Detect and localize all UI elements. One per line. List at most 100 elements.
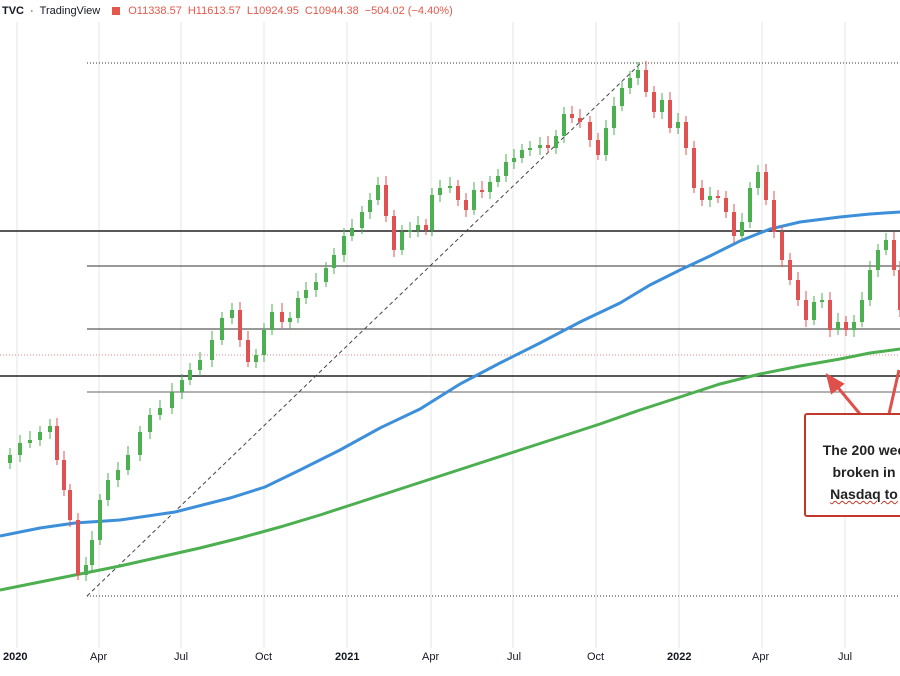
candle-down: [780, 232, 784, 260]
candle-up: [360, 212, 364, 228]
symbol-label[interactable]: TVC: [2, 5, 24, 17]
vertical-gridlines: [16, 22, 846, 648]
candle-up: [860, 300, 864, 322]
candle-up: [504, 162, 508, 176]
candles-group: [8, 61, 900, 581]
low-value: L10924.95: [246, 5, 299, 17]
candle-up: [416, 225, 420, 230]
candle-up: [98, 500, 102, 540]
x-tick-label: 2022: [667, 651, 692, 663]
flag-icon[interactable]: [112, 7, 121, 15]
x-tick-label: Jul: [174, 651, 189, 663]
candle-down: [464, 200, 468, 210]
separator: ·: [30, 5, 34, 17]
arrow-line: [887, 369, 900, 415]
candle-up: [488, 182, 492, 192]
candle-up: [612, 106, 616, 128]
candle-up: [90, 540, 94, 565]
x-tick-label: Apr: [752, 651, 770, 663]
candle-up: [528, 148, 532, 150]
candle-up: [604, 128, 608, 155]
candle-up: [254, 355, 258, 362]
candle-up: [198, 360, 202, 370]
x-tick-label: Jul: [507, 651, 522, 663]
candle-down: [578, 118, 582, 122]
candle-up: [376, 185, 380, 200]
candle-down: [546, 145, 550, 148]
candle-up: [48, 426, 52, 432]
candle-down: [68, 490, 72, 520]
candle-down: [684, 122, 688, 148]
arrow-head-icon: [825, 372, 845, 395]
candle-up: [554, 136, 558, 148]
candle-up: [430, 195, 434, 230]
candle-up: [520, 150, 524, 158]
x-tick-label: Jul: [838, 651, 853, 663]
annotation-line-2: broken in: [832, 464, 896, 480]
candle-up: [188, 370, 192, 380]
candle-up: [820, 300, 824, 302]
close-value: C10944.38: [304, 5, 359, 17]
candle-up: [270, 312, 274, 330]
candle-down: [788, 260, 792, 280]
candle-down: [844, 322, 848, 330]
candle-up: [8, 455, 12, 463]
candle-up: [314, 282, 318, 290]
candle-up: [116, 470, 120, 480]
brand-label: TradingView: [39, 5, 101, 17]
candle-up: [220, 318, 224, 340]
candle-up: [106, 480, 110, 500]
chart-header: TVC · TradingView O11338.57 H11613.57 L1…: [0, 0, 900, 22]
x-tick-label: Apr: [422, 651, 440, 663]
candle-up: [180, 380, 184, 392]
change-value: −504.02 (−4.40%): [364, 5, 453, 17]
candle-down: [668, 100, 672, 128]
candle-down: [456, 186, 460, 200]
candle-up: [138, 432, 142, 455]
candle-down: [804, 300, 808, 320]
candle-up: [210, 340, 214, 360]
candle-down: [588, 122, 592, 140]
candle-up: [628, 78, 632, 88]
candle-up: [288, 318, 292, 322]
candle-up: [84, 565, 88, 575]
candle-down: [796, 280, 800, 300]
candle-down: [392, 216, 396, 250]
candle-down: [772, 200, 776, 232]
candle-up: [660, 100, 664, 112]
candle-down: [732, 212, 736, 236]
candle-down: [384, 185, 388, 216]
candle-down: [480, 190, 484, 192]
candle-up: [126, 455, 130, 470]
candle-down: [76, 520, 80, 575]
candle-up: [708, 196, 712, 200]
candle-up: [852, 322, 856, 330]
candle-up: [884, 240, 888, 250]
candle-up: [148, 415, 152, 432]
candle-down: [644, 70, 648, 92]
candle-down: [596, 140, 600, 155]
candle-up: [636, 70, 640, 78]
candle-down: [764, 172, 768, 200]
candle-up: [562, 114, 566, 136]
candle-up: [400, 232, 404, 250]
candle-down: [424, 225, 428, 230]
x-tick-label: Oct: [587, 651, 605, 663]
candle-up: [408, 230, 412, 232]
candle-up: [342, 236, 346, 255]
candle-up: [512, 158, 516, 162]
ma100-line: [0, 210, 900, 538]
candle-up: [296, 298, 300, 318]
candle-down: [246, 340, 250, 362]
candle-up: [812, 302, 816, 320]
candle-down: [716, 196, 720, 198]
candle-up: [28, 440, 32, 443]
candle-down: [892, 240, 896, 270]
candle-up: [868, 270, 872, 300]
candle-up: [676, 122, 680, 128]
candle-up: [496, 176, 500, 182]
trendline: [86, 62, 642, 597]
candle-down: [724, 198, 728, 212]
candle-down: [898, 270, 900, 310]
